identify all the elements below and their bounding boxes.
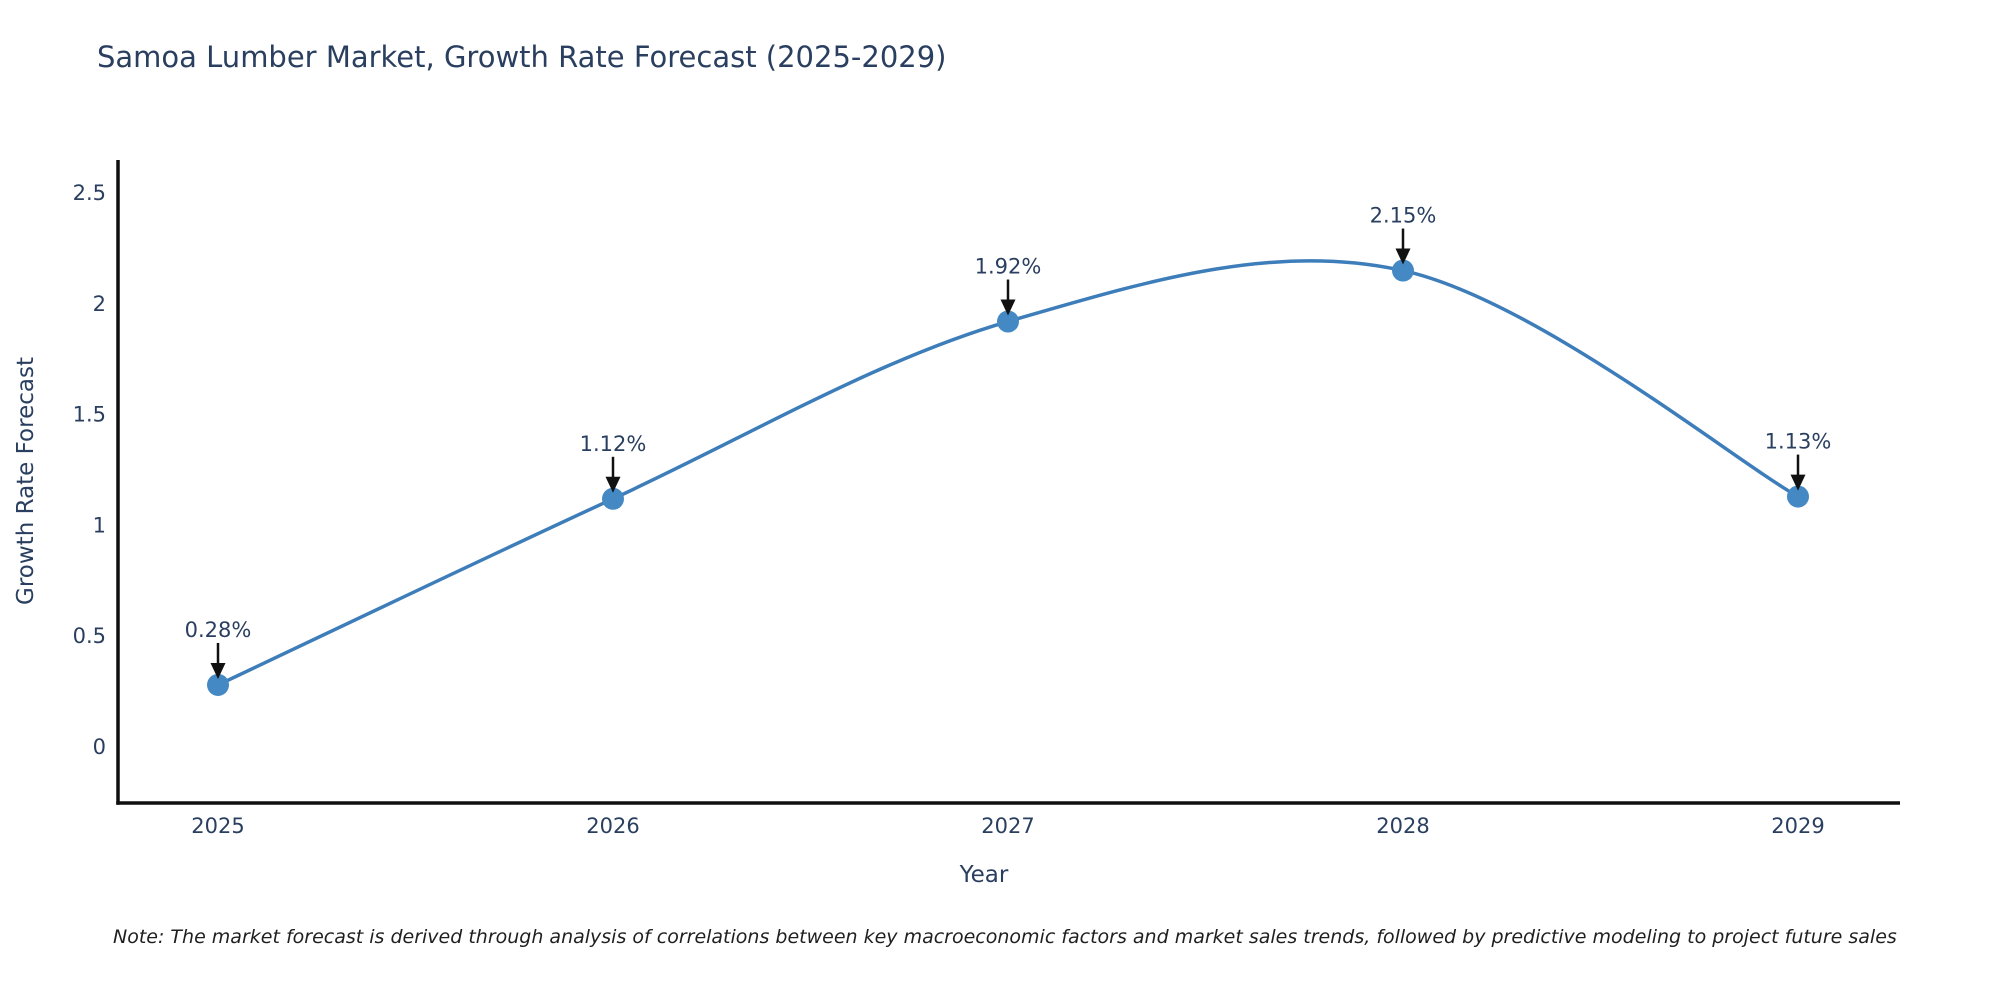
y-axis-title: Growth Rate Forecast	[13, 357, 39, 605]
y-tick-label: 2	[93, 292, 106, 316]
x-axis-title: Year	[959, 862, 1009, 888]
annotation-arrowhead-icon	[210, 662, 226, 679]
y-tick-label: 1	[93, 513, 106, 537]
annotation-arrowhead-icon	[1000, 299, 1016, 316]
data-point-label: 2.15%	[1370, 204, 1437, 228]
data-point-marker	[207, 673, 229, 696]
data-point-marker	[602, 487, 624, 510]
x-tick-label: 2028	[1376, 814, 1429, 838]
data-point-label: 1.92%	[975, 255, 1042, 279]
footnote: Note: The market forecast is derived thr…	[113, 926, 1897, 948]
data-point-marker	[1787, 485, 1809, 508]
data-point-label: 1.13%	[1765, 430, 1832, 454]
chart-title: Samoa Lumber Market, Growth Rate Forecas…	[97, 40, 946, 74]
y-tick-label: 2.5	[73, 181, 106, 205]
annotation-arrowhead-icon	[1395, 248, 1411, 265]
x-tick-label: 2027	[981, 814, 1034, 838]
x-tick-label: 2025	[191, 814, 244, 838]
y-tick-label: 0	[93, 735, 106, 759]
x-tick-label: 2026	[586, 814, 639, 838]
y-tick-label: 0.5	[73, 624, 106, 648]
data-point-marker	[1392, 259, 1414, 282]
annotation-arrowhead-icon	[605, 476, 621, 493]
y-tick-label: 1.5	[73, 403, 106, 427]
plot-area: 0 0.5 1 1.5 2 2.5 2025 2026 2027 2028 2029 0.28% 1.1…	[73, 160, 1900, 838]
x-tick-label: 2029	[1771, 814, 1824, 838]
annotation-arrowhead-icon	[1790, 474, 1806, 491]
data-point-label: 1.12%	[580, 432, 647, 456]
data-point-marker	[997, 310, 1019, 333]
data-point-label: 0.28%	[185, 618, 252, 642]
